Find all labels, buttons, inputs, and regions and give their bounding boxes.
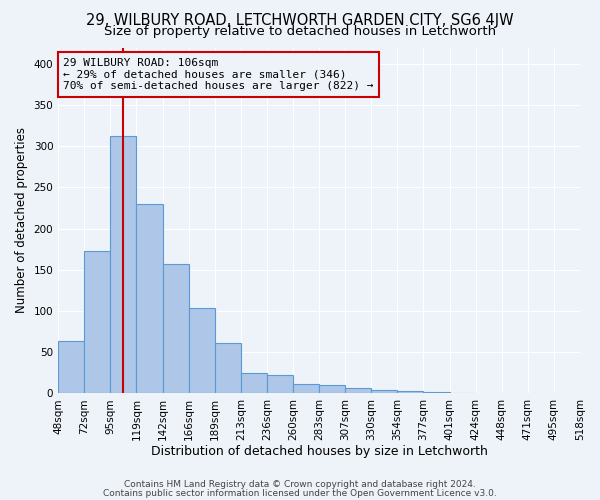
Bar [215,343,241,394]
X-axis label: Distribution of detached houses by size in Letchworth: Distribution of detached houses by size … [151,444,488,458]
Bar [319,385,345,394]
Bar [188,308,215,394]
Text: 29 WILBURY ROAD: 106sqm
← 29% of detached houses are smaller (346)
70% of semi-d: 29 WILBURY ROAD: 106sqm ← 29% of detache… [64,58,374,91]
Bar [136,204,163,394]
Bar [58,342,84,394]
Bar [293,384,319,394]
Bar [449,392,476,394]
Text: Size of property relative to detached houses in Letchworth: Size of property relative to detached ho… [104,25,496,38]
Bar [424,392,449,394]
Text: Contains public sector information licensed under the Open Government Licence v3: Contains public sector information licen… [103,488,497,498]
Bar [345,388,371,394]
Bar [397,391,424,394]
Bar [371,390,397,394]
Text: Contains HM Land Registry data © Crown copyright and database right 2024.: Contains HM Land Registry data © Crown c… [124,480,476,489]
Bar [241,373,267,394]
Text: 29, WILBURY ROAD, LETCHWORTH GARDEN CITY, SG6 4JW: 29, WILBURY ROAD, LETCHWORTH GARDEN CITY… [86,12,514,28]
Bar [84,251,110,394]
Bar [163,264,188,394]
Y-axis label: Number of detached properties: Number of detached properties [15,128,28,314]
Bar [267,375,293,394]
Bar [110,136,136,394]
